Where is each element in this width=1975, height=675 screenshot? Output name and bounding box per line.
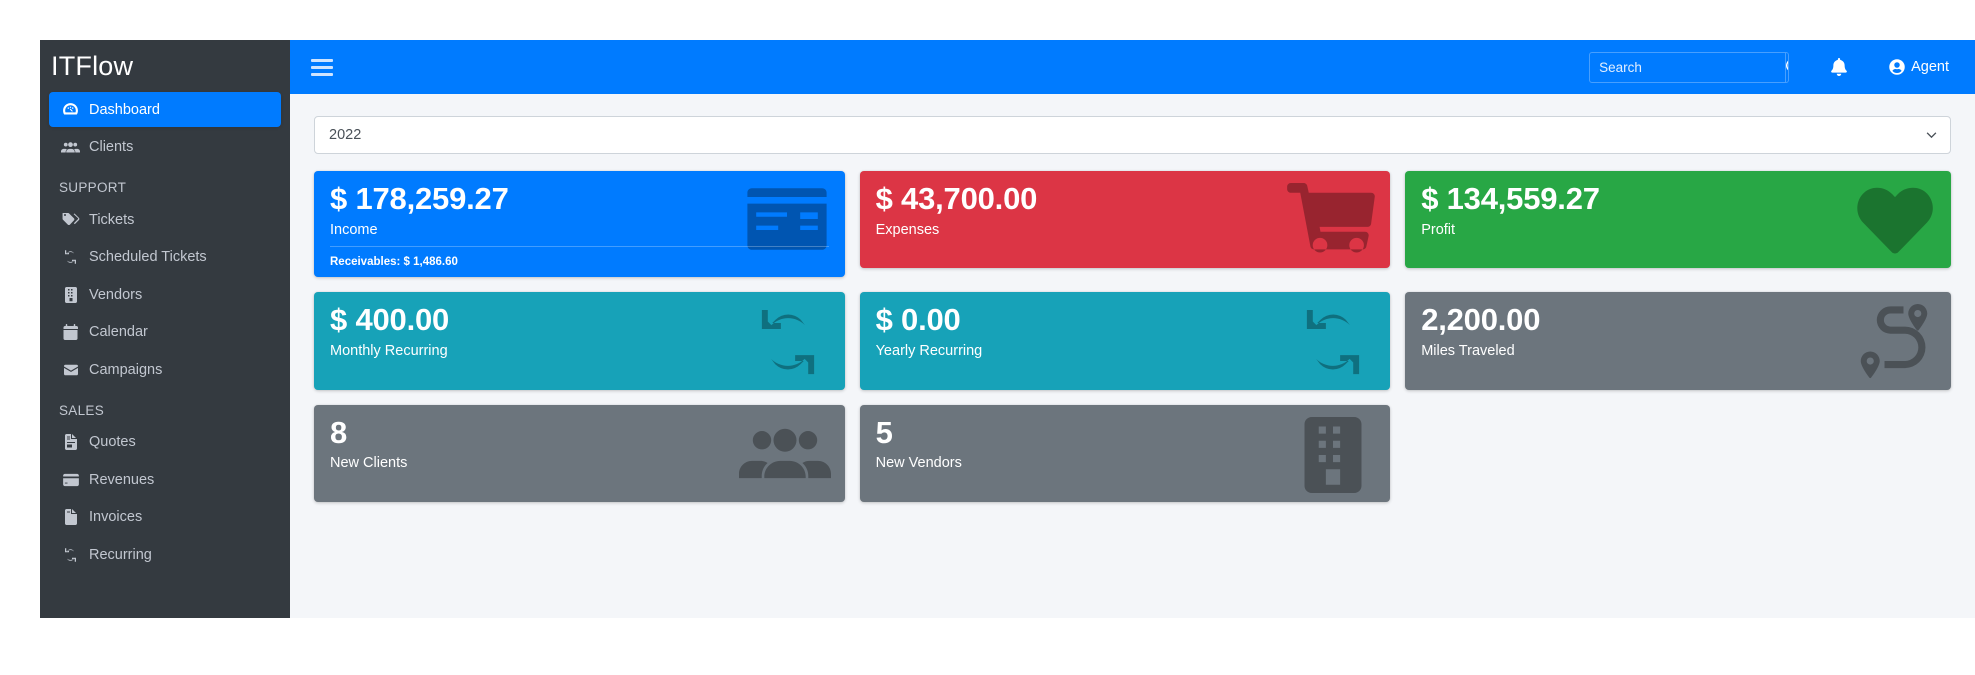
sidebar-item-label: Quotes [89,434,136,450]
stat-card-label: Monthly Recurring [330,343,448,359]
sidebar-item-tickets[interactable]: Tickets [49,202,281,237]
calendar-icon [57,324,84,340]
stat-card-new-clients[interactable]: 8 New Clients [314,404,845,502]
sidebar-section-sales: SALES [59,402,105,418]
stat-card-label: Income [330,221,378,238]
stat-card-label: Profit [1421,221,1456,238]
stat-card-value: $ 0.00 [875,302,961,338]
sidebar-item-vendors[interactable]: Vendors [49,277,281,312]
stat-card-col: $ 43,700.00 Expenses [859,171,1406,269]
stat-card-grid: $ 178,259.27 Income Receivables: $ 1,486… [314,171,1951,517]
sidebar-section-support: SUPPORT [59,180,127,195]
topnav-right-group: Agent [1589,51,1975,83]
stat-card-value: $ 134,559.27 [1421,181,1600,216]
stat-card-label: Yearly Recurring [875,343,983,359]
dashboard-icon [57,101,84,118]
sidebar-item-invoices[interactable]: Invoices [49,500,281,535]
sidebar: ITFlow Dashboard Clients [40,40,290,618]
sidebar-nav: Dashboard Clients SUPPORT [40,92,290,572]
stat-card-value: $ 178,259.27 [330,181,509,216]
building-icon [57,286,84,303]
stat-card-yearly-recurring[interactable]: $ 0.00 Yearly Recurring [859,292,1391,390]
user-menu-label: Agent [1911,59,1949,75]
user-menu[interactable]: Agent [1889,59,1949,75]
bell-icon[interactable] [1831,58,1847,76]
sidebar-item-label: Campaigns [89,361,163,378]
stat-card-col: 2,200.00 Miles Traveled [1405,292,1951,390]
year-filter-select[interactable]: 2022 [314,116,1951,154]
sidebar-item-dashboard[interactable]: Dashboard [49,92,281,127]
stat-card-income[interactable]: $ 178,259.27 Income Receivables: $ 1,486… [314,171,845,278]
sidebar-item-label: Vendors [89,286,143,303]
chevron-down-icon [1926,132,1937,139]
sidebar-item-label: Invoices [89,509,143,525]
sidebar-item-clients[interactable]: Clients [49,130,281,165]
stat-card-col: $ 0.00 Yearly Recurring [859,292,1406,390]
brand-logo[interactable]: ITFlow [51,50,134,81]
stat-card-col: $ 178,259.27 Income Receivables: $ 1,486… [314,171,860,278]
file-dollar-icon [57,509,84,525]
stat-card-value: 2,200.00 [1421,302,1541,338]
sidebar-item-label: Clients [89,139,134,155]
file-invoice-icon [57,434,84,450]
stat-card-col: 5 New Vendors [859,404,1406,502]
hamburger-icon[interactable] [311,56,335,78]
credit-card-icon [57,473,84,487]
stat-card-label: New Clients [330,455,408,472]
sidebar-item-label: Calendar [89,324,148,340]
stat-card-col: $ 134,559.27 Profit [1405,171,1951,269]
stat-card-expenses[interactable]: $ 43,700.00 Expenses [859,171,1391,269]
sidebar-item-recurring[interactable]: Recurring [49,537,281,572]
stat-card-value: 5 [875,414,893,450]
sidebar-item-label: Recurring [89,546,152,563]
sidebar-item-calendar[interactable]: Calendar [49,315,281,350]
stat-card-profit[interactable]: $ 134,559.27 Profit [1405,171,1951,269]
stat-card-footer: Receivables: $ 1,486.60 [330,246,829,277]
sidebar-item-label: Revenues [89,471,155,488]
sidebar-item-label: Dashboard [89,101,160,118]
sidebar-item-quotes[interactable]: Quotes [49,425,281,460]
clients-icon [57,139,84,156]
stat-card-label: Miles Traveled [1421,343,1515,359]
envelope-icon [57,363,84,377]
stat-card-label: Expenses [875,221,940,238]
tag-icon [57,212,84,228]
top-navbar: Agent [290,40,1975,94]
stat-card-value: $ 400.00 [330,302,450,338]
user-circle-icon [1889,59,1905,75]
stat-card-value: $ 43,700.00 [875,181,1038,216]
recurring-icon [57,249,84,265]
stat-card-col: $ 400.00 Monthly Recurring [314,292,860,390]
stat-card-col: 8 New Clients [314,404,860,502]
sidebar-item-label: Tickets [89,211,135,228]
stat-card-label: New Vendors [875,455,962,472]
sidebar-item-revenues[interactable]: Revenues [49,462,281,497]
search-input[interactable] [1590,52,1786,82]
year-filter-value: 2022 [329,127,362,143]
stat-card-monthly-recurring[interactable]: $ 400.00 Monthly Recurring [314,292,845,390]
search-icon[interactable] [1785,52,1789,82]
search-container [1589,51,1790,83]
stat-card-miles-traveled[interactable]: 2,200.00 Miles Traveled [1405,292,1951,390]
stat-card-value: 8 [330,414,348,450]
recurring-icon [57,547,84,563]
sidebar-item-campaigns[interactable]: Campaigns [49,352,281,387]
sidebar-item-label: Scheduled Tickets [89,249,207,265]
stat-card-new-vendors[interactable]: 5 New Vendors [859,404,1391,502]
content-area: 2022 $ 178,259.27 Income [290,94,1975,618]
sidebar-item-scheduled-tickets[interactable]: Scheduled Tickets [49,240,281,275]
